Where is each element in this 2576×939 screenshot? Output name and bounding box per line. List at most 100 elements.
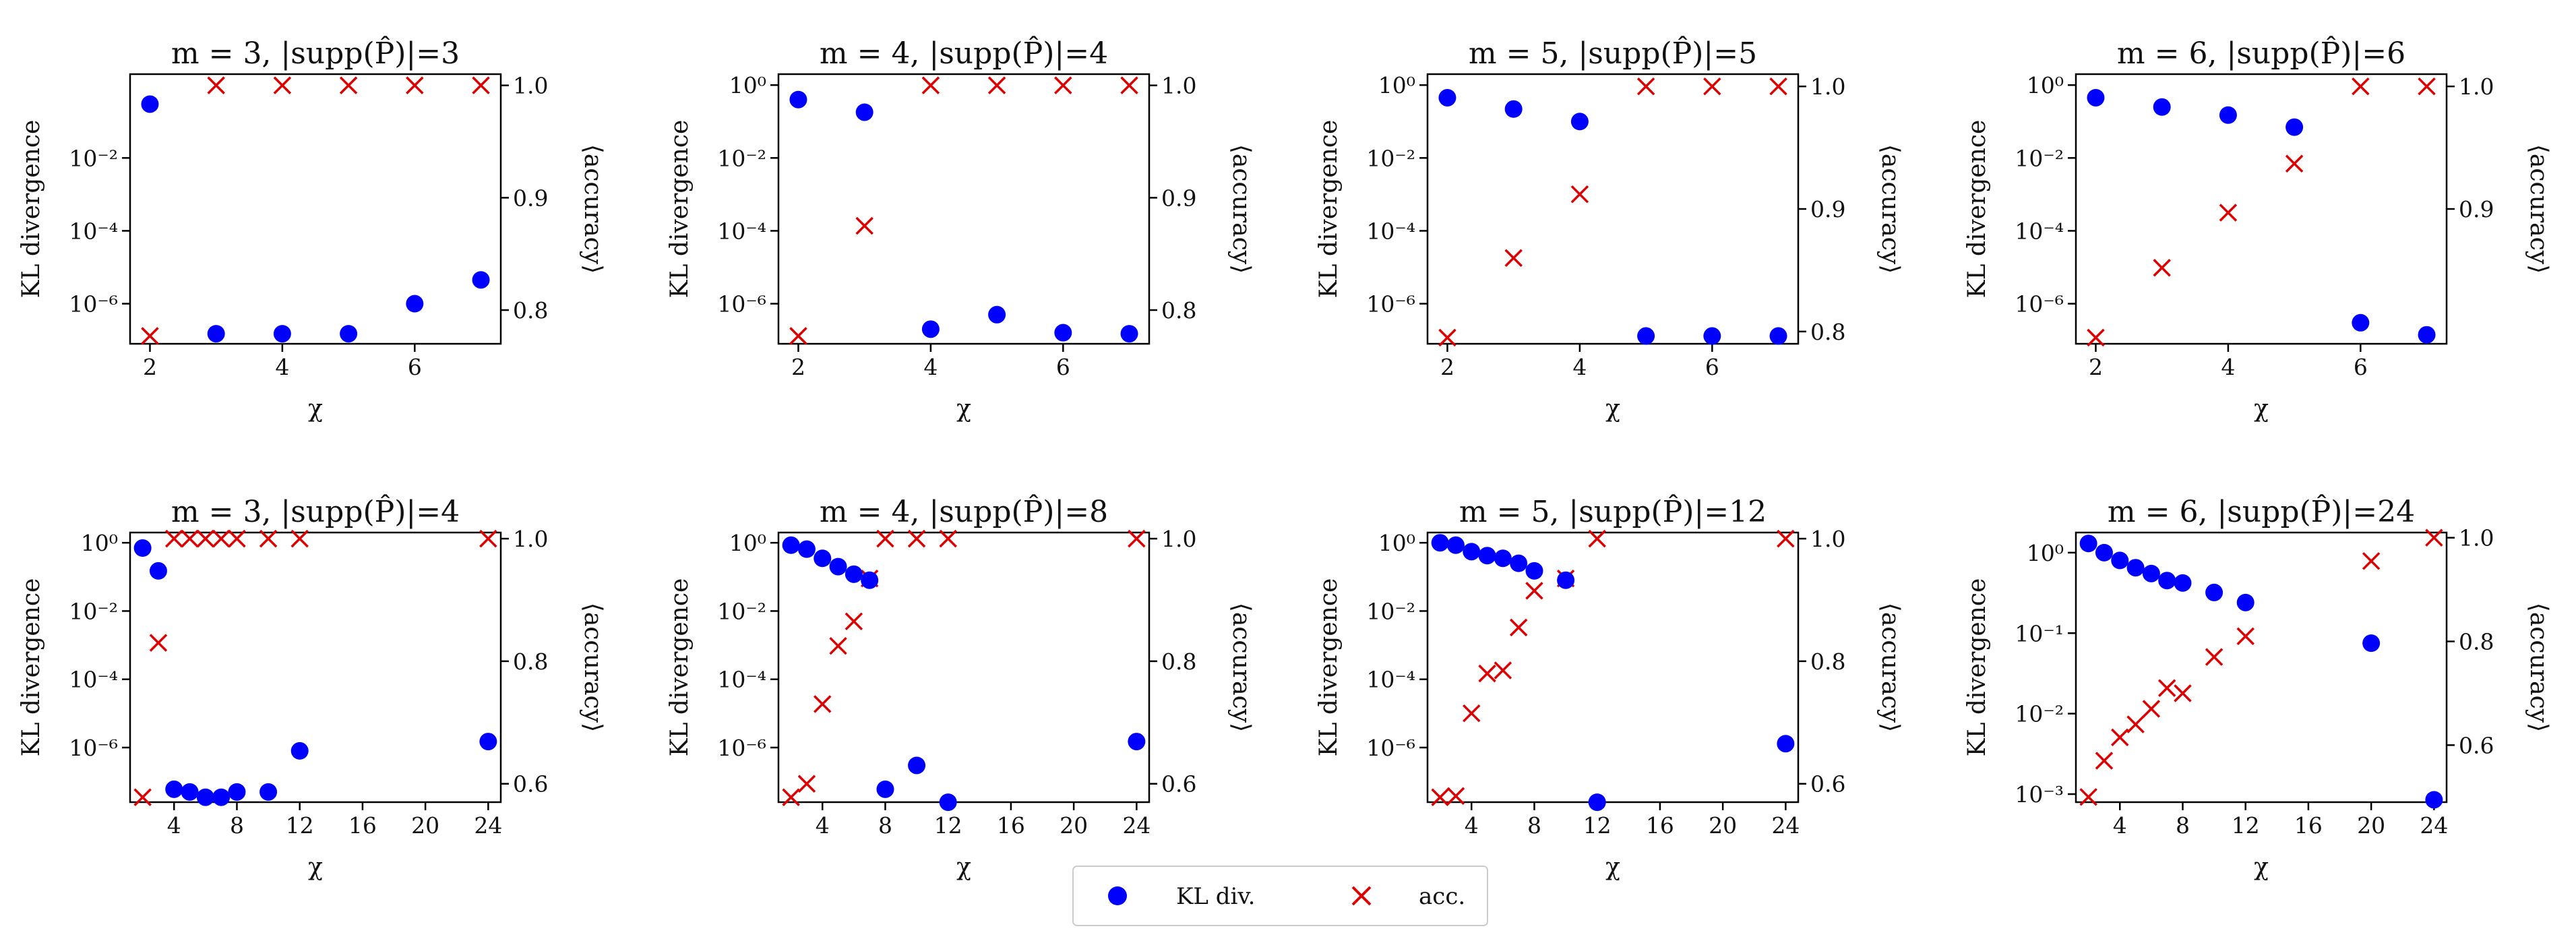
acc-point-stroke (1128, 529, 1146, 548)
axes-frame (2075, 73, 2448, 345)
y-tick-label: 10⁻⁴ (69, 218, 118, 244)
acc-point-stroke (921, 76, 940, 94)
acc-point-stroke (1054, 76, 1072, 94)
y-axis-label: KL divergence (1963, 578, 1991, 757)
acc-point-stroke (472, 76, 490, 94)
kl-point (406, 295, 424, 313)
kl-point (2153, 98, 2171, 116)
chart-title: m = 6, |supp(P̂)|=24 (2108, 493, 2415, 529)
kl-point (141, 95, 159, 113)
kl-point (212, 788, 231, 806)
kl-point (165, 780, 183, 798)
x-tick-label: 20 (411, 812, 439, 839)
chart-panel-7: m = 5, |supp(P̂)|=12 4 8 12 16 20 24 χ 10⁰ 10⁻² 10… (1315, 493, 1904, 881)
y2-axis-label: ⟨accuracy⟩ (579, 144, 607, 274)
acc-point (273, 76, 292, 94)
y-tick-label: 10⁻⁴ (69, 667, 118, 693)
acc-point-stroke (2352, 77, 2370, 96)
kl-point (2111, 551, 2129, 570)
legend-acc-label: acc. (1419, 883, 1465, 910)
acc-point (921, 76, 940, 94)
y-tick-label: 10⁻² (717, 598, 766, 624)
acc-point-stroke (829, 636, 847, 655)
chart-title: m = 3, |supp(P̂)|=3 (171, 35, 460, 71)
y-tick-label: 10⁻⁶ (69, 291, 118, 317)
legend-kl-label: KL div. (1176, 883, 1255, 910)
acc-point (259, 529, 278, 548)
acc-point-stroke (2079, 788, 2097, 806)
acc-point-stroke (196, 529, 215, 548)
kl-point (340, 325, 358, 343)
acc-point-stroke (149, 634, 168, 652)
legend-kl-marker (1108, 886, 1127, 905)
acc-point (1769, 77, 1787, 96)
y-tick-label: 10⁻⁶ (2015, 291, 2064, 317)
x-tick-label: 4 (2221, 354, 2235, 380)
acc-point (290, 529, 309, 548)
acc-point (2153, 259, 2171, 277)
x-tick-label: 12 (2232, 812, 2260, 839)
acc-point (406, 76, 424, 94)
x-tick-label: 8 (2176, 812, 2190, 839)
y2-tick-label: 0.6 (2459, 732, 2494, 758)
kl-point (855, 103, 873, 121)
x-axis-label: χ (2254, 853, 2269, 881)
acc-point (855, 216, 873, 235)
acc-point-stroke (212, 529, 231, 548)
y-tick-label: 10⁻⁴ (1366, 667, 1415, 693)
axes-frame (129, 73, 502, 345)
y2-tick-label: 0.6 (513, 771, 548, 797)
acc-point (782, 788, 800, 806)
y2-axis-label: ⟨accuracy⟩ (1227, 603, 1255, 732)
acc-point-stroke (1438, 328, 1456, 347)
y2-tick-label: 0.8 (513, 648, 548, 675)
kl-point (2219, 106, 2237, 124)
kl-point (939, 793, 957, 812)
chart-title: m = 4, |supp(P̂)|=4 (820, 35, 1108, 71)
kl-point (133, 539, 152, 557)
acc-point-stroke (290, 529, 309, 548)
y-tick-label: 10⁰ (1378, 72, 1415, 98)
acc-point (939, 529, 957, 548)
acc-point-stroke (2157, 679, 2176, 698)
acc-point-stroke (1463, 704, 1481, 723)
chart-panel-1: m = 3, |supp(P̂)|=3 2 4 6 χ 10⁻⁶ 10⁻⁴ 10⁻² KL di… (18, 35, 607, 423)
kl-point (2174, 574, 2192, 592)
axes-frame (1426, 531, 1800, 804)
axes-frame (2075, 531, 2448, 804)
y-tick-label: 10⁻⁶ (717, 291, 766, 317)
acc-point-stroke (1478, 664, 1496, 683)
acc-point-stroke (2418, 77, 2436, 96)
y-axis-label: KL divergence (1315, 578, 1343, 757)
kl-point (921, 320, 940, 338)
x-tick-label: 6 (408, 354, 422, 380)
y2-axis-label: ⟨accuracy⟩ (2525, 144, 2552, 274)
x-axis-label: χ (308, 853, 323, 881)
kl-point (2158, 572, 2176, 590)
kl-point (2079, 535, 2097, 553)
acc-point-stroke (165, 529, 183, 548)
kl-point (1128, 733, 1146, 751)
acc-point (2425, 528, 2443, 547)
kl-point (1557, 571, 1575, 589)
y2-tick-label: 0.9 (1810, 196, 1845, 222)
acc-point-stroke (141, 327, 159, 345)
acc-point (1703, 77, 1721, 96)
x-tick-label: 2 (1440, 354, 1454, 380)
kl-point (861, 571, 879, 589)
acc-point-stroke (797, 775, 816, 793)
x-tick-label: 2 (791, 354, 805, 380)
acc-point-stroke (2205, 648, 2224, 666)
y-tick-label: 10⁻⁶ (1366, 735, 1415, 761)
y2-axis-label: ⟨accuracy⟩ (1876, 603, 1904, 732)
y2-tick-label: 0.8 (1810, 319, 1845, 345)
acc-point-stroke (1570, 185, 1589, 204)
y-tick-label: 10⁻⁴ (717, 667, 766, 693)
acc-point (814, 695, 832, 713)
acc-point-stroke (2285, 154, 2304, 173)
acc-point (1128, 529, 1146, 548)
acc-point-stroke (1120, 76, 1138, 94)
y2-tick-label: 1.0 (513, 73, 548, 99)
kl-point (479, 733, 497, 751)
